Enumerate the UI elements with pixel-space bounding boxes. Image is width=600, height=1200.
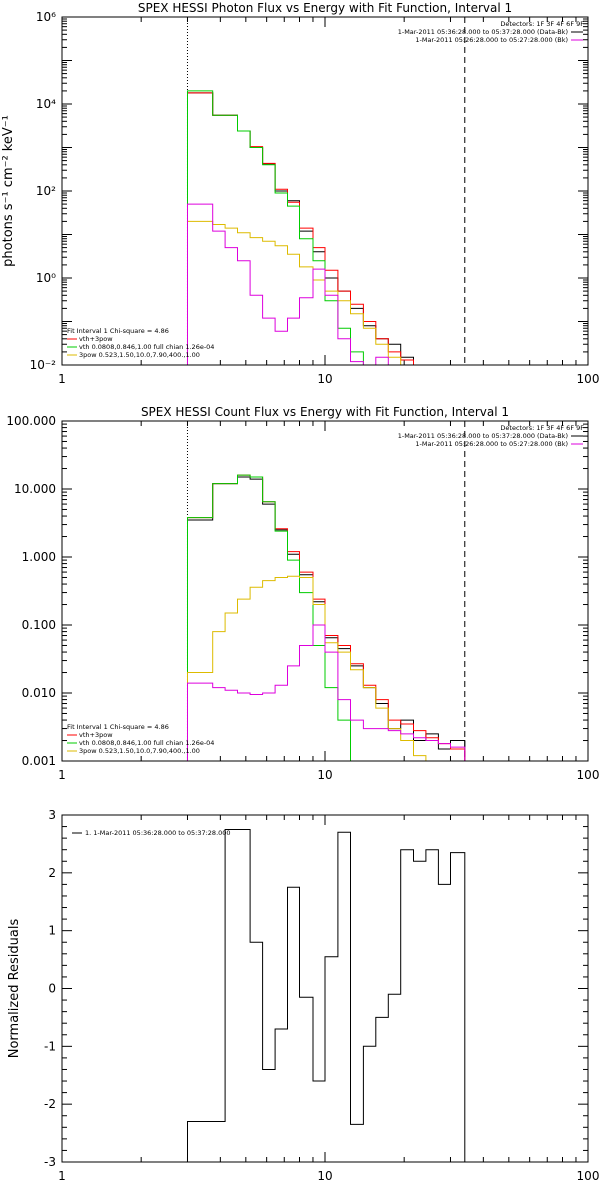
y-tick-label: 0.010 bbox=[22, 686, 56, 700]
x-tick-label: 1 bbox=[58, 768, 66, 782]
y-tick-label: 10² bbox=[36, 184, 56, 198]
fit-line: vth+3pow bbox=[79, 335, 113, 343]
y-tick-label: 1.000 bbox=[22, 550, 56, 564]
series-data-bk bbox=[187, 92, 466, 365]
x-tick-label: 10 bbox=[317, 768, 332, 782]
series-1-1-mar-2011-05-36-28-000-to-05-37-28-000 bbox=[187, 829, 466, 1162]
y-tick-label: 1 bbox=[48, 924, 56, 938]
x-tick-label: 1 bbox=[58, 1169, 66, 1183]
series-group bbox=[187, 90, 466, 365]
chart-residuals: Normalized Residuals 1 10 100 -3 -2 -1 0 1 2 3 1. 1… bbox=[7, 808, 599, 1183]
series-group bbox=[187, 829, 466, 1162]
plot-frame bbox=[61, 420, 589, 762]
detectors-label: Detectors: 1F 3F 4F 6F 9F bbox=[500, 424, 584, 432]
plot-frame bbox=[61, 814, 589, 1163]
series-vth bbox=[187, 474, 466, 761]
legend-entry: 1-Mar-2011 05:26:28.000 to 05:27:28.000 … bbox=[415, 36, 568, 44]
legend-entry: 1-Mar-2011 05:26:28.000 to 05:27:28.000 … bbox=[415, 440, 568, 448]
y-tick-label: 100.000 bbox=[6, 414, 56, 428]
y-tick-label: 10⁻² bbox=[30, 358, 57, 372]
fit-line: vth 0.0808,0.846,1.00 full chian 1.26e-0… bbox=[79, 739, 214, 747]
series-data-bk bbox=[187, 476, 466, 761]
legend-entry: 1-Mar-2011 05:36:28.000 to 05:37:28.000 … bbox=[398, 28, 568, 36]
chart-title: SPEX HESSI Count Flux vs Energy with Fit… bbox=[141, 405, 509, 419]
y-tick-label: 0.100 bbox=[22, 618, 56, 632]
y-tick-label: 10⁴ bbox=[36, 97, 56, 111]
fit-line: vth 0.0808,0.846,1.00 full chian 1.26e-0… bbox=[79, 343, 214, 351]
x-tick-label: 10 bbox=[317, 372, 332, 386]
series-bk bbox=[187, 624, 466, 761]
fit-line: 3pow 0.523,1.50,10.0,7.90,400.,1.00 bbox=[79, 747, 200, 755]
y-tick-label: -1 bbox=[44, 1039, 56, 1053]
chart-photon: SPEX HESSI Photon Flux vs Energy with Fi… bbox=[1, 1, 600, 386]
y-axis-label: Normalized Residuals bbox=[7, 919, 22, 1059]
fit-line: vth+3pow bbox=[79, 731, 113, 739]
series-vth bbox=[187, 90, 466, 365]
series-vth-3pow bbox=[187, 92, 466, 365]
series-group bbox=[187, 474, 466, 761]
y-tick-label: -2 bbox=[44, 1097, 56, 1111]
legend-entry: 1-Mar-2011 05:36:28.000 to 05:37:28.000 … bbox=[398, 432, 568, 440]
legend-entry: 1. 1-Mar-2011 05:36:28.000 to 05:37:28.0… bbox=[85, 829, 231, 837]
fit-header: Fit Interval 1 Chi-square = 4.86 bbox=[67, 327, 169, 335]
x-tick-label: 10 bbox=[317, 1169, 332, 1183]
x-tick-label: 100 bbox=[577, 768, 600, 782]
y-tick-label: 0 bbox=[48, 982, 56, 996]
x-tick-label: 100 bbox=[577, 372, 600, 386]
series-bk bbox=[187, 203, 466, 365]
y-tick-label: 3 bbox=[48, 808, 56, 822]
y-tick-label: 0.001 bbox=[22, 754, 56, 768]
y-tick-label: -3 bbox=[44, 1155, 56, 1169]
x-tick-label: 1 bbox=[58, 372, 66, 386]
y-tick-label: 10.000 bbox=[14, 482, 56, 496]
detectors-label: Detectors: 1F 3F 4F 6F 9F bbox=[500, 20, 584, 28]
y-tick-label: 2 bbox=[48, 866, 56, 880]
y-tick-label: 10⁶ bbox=[36, 10, 56, 24]
fit-line: 3pow 0.523,1.50,10.0,7.90,400.,1.00 bbox=[79, 351, 200, 359]
y-axis-label: photons s⁻¹ cm⁻² keV⁻¹ bbox=[1, 115, 16, 267]
x-tick-label: 100 bbox=[577, 1169, 600, 1183]
fit-header: Fit Interval 1 Chi-square = 4.86 bbox=[67, 723, 169, 731]
series-3pow bbox=[187, 575, 466, 761]
chart-count: SPEX HESSI Count Flux vs Energy with Fit… bbox=[6, 405, 599, 782]
chart-title: SPEX HESSI Photon Flux vs Energy with Fi… bbox=[138, 1, 512, 15]
series-vth-3pow bbox=[187, 474, 466, 761]
y-tick-label: 10⁰ bbox=[36, 271, 56, 285]
plot-frame bbox=[61, 16, 589, 366]
